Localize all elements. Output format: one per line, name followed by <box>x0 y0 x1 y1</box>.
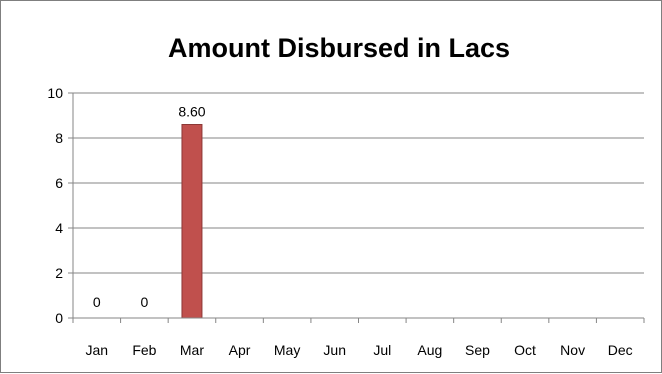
x-tick-labels: Jan Feb Mar Apr May Jun Jul Aug Sep Oct Nov Dec <box>86 342 633 358</box>
bar <box>181 124 203 319</box>
x-tick-label: May <box>274 342 300 358</box>
y-tick-label: 2 <box>55 265 63 281</box>
x-tick-label: Oct <box>514 342 536 358</box>
chart-title: Amount Disbursed in Lacs <box>168 33 510 63</box>
y-tick-label: 6 <box>55 175 63 191</box>
data-label: 0 <box>140 294 148 310</box>
x-tick-label: Apr <box>229 342 251 358</box>
x-tick-label: Nov <box>560 342 585 358</box>
x-tick-label: Jul <box>373 342 391 358</box>
y-tick-label: 10 <box>47 85 63 101</box>
y-tick-label: 8 <box>55 130 63 146</box>
y-tick-label: 4 <box>55 220 63 236</box>
data-label: 8.60 <box>178 104 205 120</box>
gridlines <box>73 92 644 274</box>
x-tick-label: Feb <box>132 342 156 358</box>
x-tick-label: Aug <box>417 342 442 358</box>
x-tick-label: Jun <box>323 342 346 358</box>
y-tick-labels: 0 2 4 6 8 10 <box>47 85 63 326</box>
data-label: 0 <box>93 294 101 310</box>
x-tick-label: Dec <box>608 342 633 358</box>
x-tick-label: Jan <box>86 342 109 358</box>
x-tick-label: Mar <box>180 342 204 358</box>
axes <box>68 92 645 323</box>
x-tick-label: Sep <box>465 342 490 358</box>
data-labels: 0 08.60 <box>93 104 206 311</box>
y-tick-label: 0 <box>55 310 63 326</box>
bars <box>181 124 203 319</box>
